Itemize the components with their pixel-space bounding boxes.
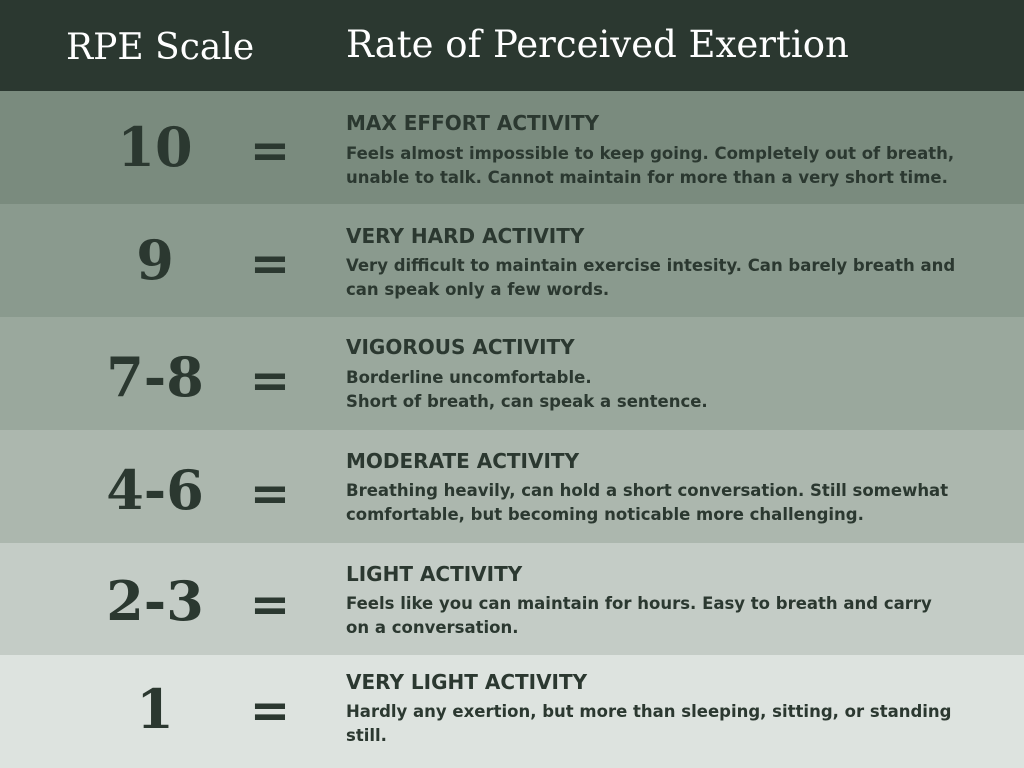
rpe-rating: 7-8 <box>106 345 204 409</box>
activity-description-line2: unable to talk. Cannot maintain for more… <box>346 168 948 187</box>
activity-description-line1: Feels like you can maintain for hours. E… <box>346 594 932 613</box>
activity-description-line1: Borderline uncomfortable. <box>346 368 592 387</box>
rpe-row-10: 10 = MAX EFFORT ACTIVITY Feels almost im… <box>0 91 1024 204</box>
activity-description-line2: on a conversation. <box>346 618 519 637</box>
activity-title: MAX EFFORT ACTIVITY <box>346 111 600 135</box>
equals-sign: = <box>249 577 291 633</box>
equals-sign: = <box>249 466 291 522</box>
header-bar: RPE Scale Rate of Perceived Exertion <box>0 0 1024 91</box>
rpe-row-4-6: 4-6 = MODERATE ACTIVITY Breathing heavil… <box>0 430 1024 543</box>
equals-sign: = <box>249 353 291 409</box>
equals-sign: = <box>249 236 291 292</box>
rpe-rating: 4-6 <box>106 458 204 522</box>
activity-description-line2: comfortable, but becoming noticable more… <box>346 505 864 524</box>
activity-title: VERY HARD ACTIVITY <box>346 224 585 248</box>
activity-title: VERY LIGHT ACTIVITY <box>346 670 588 694</box>
rpe-row-1: 1 = VERY LIGHT ACTIVITY Hardly any exert… <box>0 655 1024 768</box>
rpe-rating: 9 <box>136 228 174 292</box>
rpe-scale-title: RPE Scale <box>66 27 255 68</box>
activity-description-line1: Hardly any exertion, but more than sleep… <box>346 702 952 721</box>
activity-description-line2: still. <box>346 726 387 745</box>
rpe-rating: 10 <box>117 115 193 179</box>
equals-sign: = <box>249 123 291 179</box>
activity-title: VIGOROUS ACTIVITY <box>346 335 575 359</box>
activity-title: LIGHT ACTIVITY <box>346 562 523 586</box>
rpe-rating: 1 <box>136 677 174 741</box>
activity-description-line2: can speak only a few words. <box>346 280 610 299</box>
activity-description-line1: Very difficult to maintain exercise inte… <box>346 256 956 275</box>
rpe-row-2-3: 2-3 = LIGHT ACTIVITY Feels like you can … <box>0 543 1024 655</box>
activity-description-line1: Feels almost impossible to keep going. C… <box>346 144 955 163</box>
activity-description-line1: Breathing heavily, can hold a short conv… <box>346 481 949 500</box>
equals-sign: = <box>249 683 291 739</box>
rpe-row-7-8: 7-8 = VIGOROUS ACTIVITY Borderline uncom… <box>0 317 1024 430</box>
activity-description-line2: Short of breath, can speak a sentence. <box>346 392 708 411</box>
rpe-rating: 2-3 <box>106 569 204 633</box>
rate-of-perceived-exertion-title: Rate of Perceived Exertion <box>346 23 849 66</box>
rpe-row-9: 9 = VERY HARD ACTIVITY Very difficult to… <box>0 204 1024 317</box>
activity-title: MODERATE ACTIVITY <box>346 449 580 473</box>
